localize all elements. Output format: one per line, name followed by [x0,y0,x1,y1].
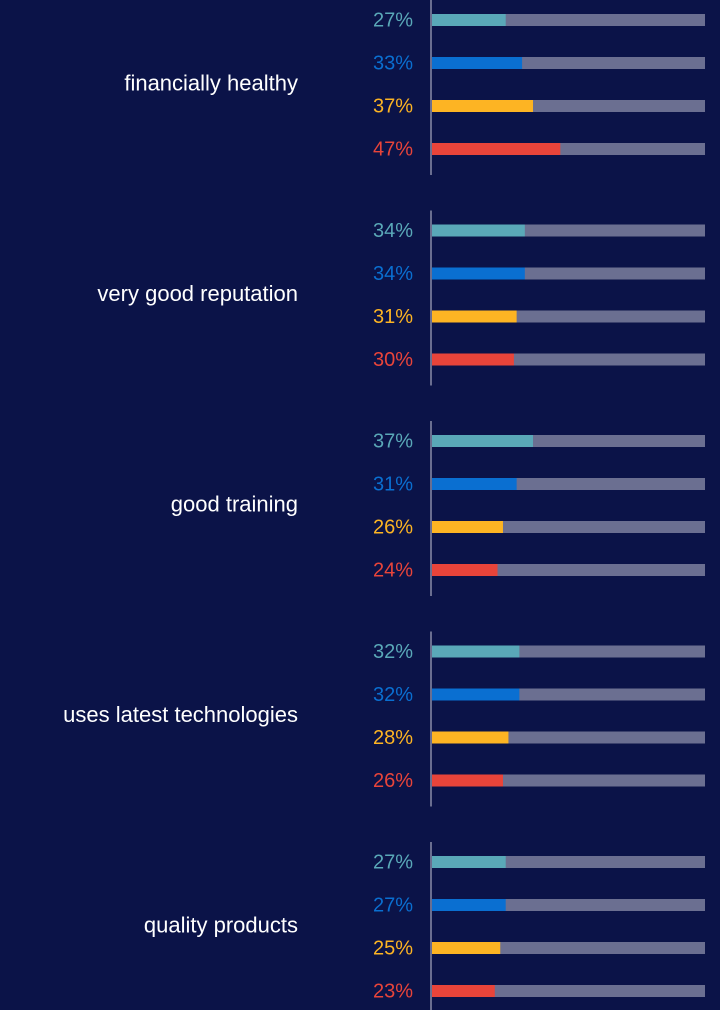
value-label: 23% [373,980,413,1002]
bar [432,435,534,447]
category-label: good training [171,491,298,516]
bar [432,57,523,69]
value-label: 31% [373,306,413,328]
value-label: 37% [373,430,413,452]
value-label: 30% [373,349,413,371]
bar [432,645,520,658]
value-label: 34% [373,220,413,242]
bar [432,856,506,868]
value-label: 27% [373,851,413,873]
value-label: 26% [373,770,413,792]
bar [432,774,503,787]
track [432,985,705,997]
bar [432,985,495,997]
value-label: 47% [373,138,413,160]
bar [432,267,525,280]
bar [432,100,534,112]
value-label: 27% [373,9,413,31]
value-label: 24% [373,559,413,581]
bar [432,899,506,911]
value-label: 32% [373,684,413,706]
bar [432,478,517,490]
value-label: 32% [373,641,413,663]
value-label: 34% [373,263,413,285]
bar [432,564,498,576]
bar [432,310,517,323]
bar [432,731,509,744]
bar [432,14,506,26]
value-label: 33% [373,52,413,74]
category-label: uses latest technologies [63,702,298,727]
value-label: 26% [373,516,413,538]
category-label: very good reputation [97,281,298,306]
value-label: 25% [373,937,413,959]
value-label: 37% [373,95,413,117]
value-label: 28% [373,727,413,749]
bar [432,143,561,155]
value-label: 31% [373,473,413,495]
bar [432,942,501,954]
bar [432,353,514,366]
category-label: financially healthy [124,70,298,95]
value-label: 27% [373,894,413,916]
bar [432,688,520,701]
bar [432,224,525,237]
track [432,564,705,576]
category-label: quality products [144,912,298,937]
bar [432,521,503,533]
